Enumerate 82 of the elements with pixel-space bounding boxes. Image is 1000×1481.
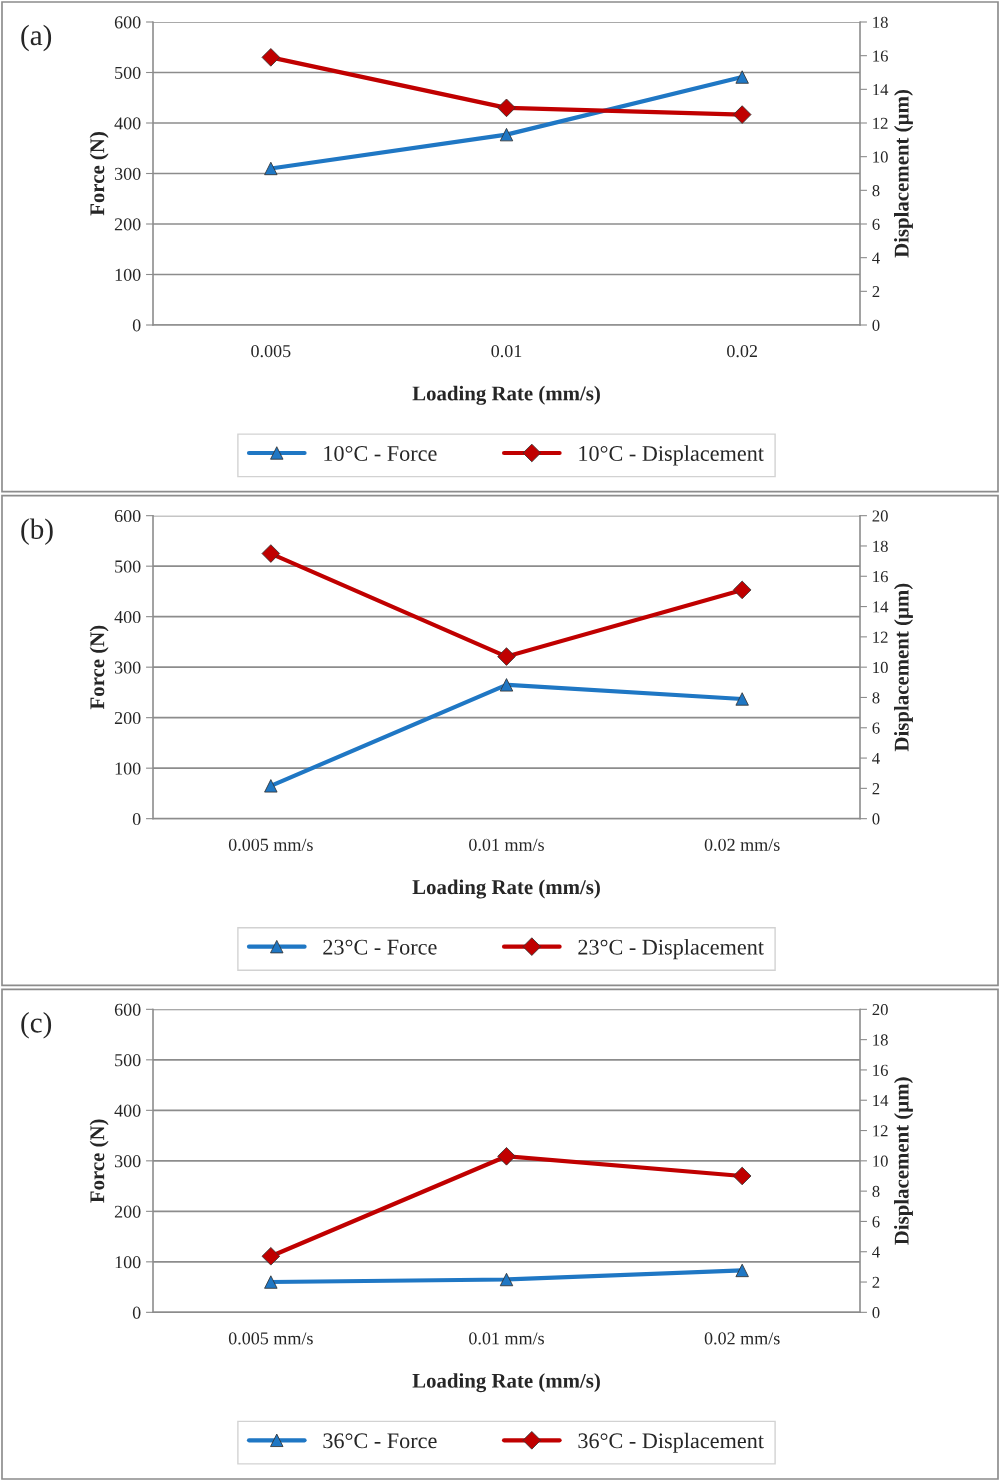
y2-axis-title: Displacement (µm) bbox=[894, 583, 913, 752]
y2-tick-label: 2 bbox=[872, 286, 880, 298]
y-tick-label: 300 bbox=[114, 167, 141, 180]
y-tick-label: 200 bbox=[114, 218, 141, 231]
y2-tick-label: 12 bbox=[873, 631, 888, 643]
x-tick-label: 0.01 bbox=[491, 344, 522, 358]
y-axis-title: Force (N) bbox=[89, 1119, 109, 1203]
y-tick-label: 100 bbox=[115, 762, 141, 775]
x-tick-label: 0.02 bbox=[727, 344, 757, 358]
legend-label: 36°C - Displacement bbox=[578, 1432, 764, 1453]
y-tick-label: 300 bbox=[114, 1155, 141, 1168]
y2-tick-label: 18 bbox=[873, 540, 888, 552]
y2-axis-title: Displacement (µm) bbox=[894, 90, 913, 258]
text: (c) bbox=[21, 1012, 52, 1039]
y2-tick-label: 20 bbox=[872, 1004, 888, 1016]
y2-tick-label: 14 bbox=[873, 601, 889, 613]
y2-tick-label: 0 bbox=[872, 319, 880, 331]
y2-tick-label: 12 bbox=[873, 117, 888, 129]
y2-tick-label: 10 bbox=[873, 661, 888, 674]
y2-tick-label: 0 bbox=[872, 1307, 880, 1319]
y2-tick-label: 4 bbox=[872, 252, 880, 264]
y2-tick-label: 18 bbox=[873, 1034, 888, 1046]
y-tick-label: 200 bbox=[114, 1205, 141, 1218]
y-tick-label: 600 bbox=[114, 16, 141, 29]
y2-tick-label: 2 bbox=[872, 1276, 880, 1288]
y-tick-label: 400 bbox=[114, 117, 141, 130]
text: (b) bbox=[21, 518, 53, 545]
y2-tick-label: 4 bbox=[872, 752, 880, 764]
y-tick-label: 0 bbox=[132, 812, 141, 826]
x-tick-label: 0.02 mm/s bbox=[704, 1332, 780, 1345]
y-tick-label: 400 bbox=[114, 1104, 141, 1117]
y-tick-label: 300 bbox=[114, 661, 141, 674]
x-axis-title: Loading Rate (mm/s) bbox=[412, 385, 600, 405]
y2-tick-label: 10 bbox=[873, 151, 888, 163]
legend-label: 36°C - Force bbox=[323, 1433, 437, 1449]
x-tick-label: 0.02 mm/s bbox=[704, 838, 780, 851]
y2-axis-title: Displacement (µm) bbox=[894, 1077, 913, 1245]
x-tick-label: 0.005 bbox=[251, 344, 291, 358]
legend-label: 23°C - Force bbox=[323, 939, 437, 955]
y-tick-label: 400 bbox=[114, 610, 141, 624]
y2-tick-label: 8 bbox=[872, 692, 880, 704]
x-tick-label: 0.01 mm/s bbox=[469, 838, 544, 851]
x-tick-label: 0.005 mm/s bbox=[228, 1332, 313, 1345]
y-tick-label: 0 bbox=[132, 1306, 141, 1319]
y2-tick-label: 6 bbox=[872, 722, 880, 734]
y2-tick-label: 14 bbox=[873, 1095, 889, 1107]
y-axis-title: Force (N) bbox=[89, 625, 109, 710]
y-tick-label: 0 bbox=[132, 319, 141, 332]
x-tick-label: 0.005 mm/s bbox=[228, 838, 313, 851]
y2-tick-label: 6 bbox=[872, 1216, 880, 1228]
legend-label: 23°C - Displacement bbox=[578, 938, 764, 960]
x-tick-label: 0.01 mm/s bbox=[469, 1332, 544, 1345]
point bbox=[732, 105, 752, 124]
y2-tick-label: 6 bbox=[872, 218, 880, 230]
point bbox=[497, 98, 516, 118]
x-axis-title: Loading Rate (mm/s) bbox=[412, 879, 600, 899]
y-tick-label: 200 bbox=[114, 711, 141, 725]
y-tick-label: 100 bbox=[115, 268, 141, 281]
y2-tick-label: 10 bbox=[873, 1155, 888, 1167]
y2-tick-label: 16 bbox=[873, 1064, 888, 1076]
y2-tick-label: 8 bbox=[872, 1185, 880, 1198]
legend-label: 10°C - Force bbox=[324, 445, 437, 461]
y2-tick-label: 8 bbox=[872, 185, 880, 197]
y2-tick-label: 4 bbox=[872, 1246, 880, 1258]
y2-tick-label: 2 bbox=[872, 783, 880, 795]
y-tick-label: 500 bbox=[115, 66, 141, 79]
y2-tick-label: 18 bbox=[873, 16, 888, 28]
y2-tick-label: 20 bbox=[872, 510, 888, 522]
text: (a) bbox=[21, 24, 52, 52]
legend-label: 10°C - Displacement bbox=[579, 445, 764, 466]
y2-tick-label: 16 bbox=[873, 50, 888, 62]
y2-tick-label: 14 bbox=[873, 84, 889, 96]
y2-tick-label: 0 bbox=[872, 813, 880, 825]
y-axis-title: Force (N) bbox=[89, 132, 109, 216]
y-tick-label: 500 bbox=[115, 560, 141, 573]
y-tick-label: 600 bbox=[114, 509, 141, 523]
y-tick-label: 500 bbox=[115, 1054, 141, 1067]
y-tick-label: 600 bbox=[114, 1003, 141, 1016]
y2-tick-label: 12 bbox=[873, 1125, 888, 1137]
y2-tick-label: 16 bbox=[873, 571, 888, 583]
x-axis-title: Loading Rate (mm/s) bbox=[412, 1373, 600, 1393]
y-tick-label: 100 bbox=[115, 1256, 141, 1269]
